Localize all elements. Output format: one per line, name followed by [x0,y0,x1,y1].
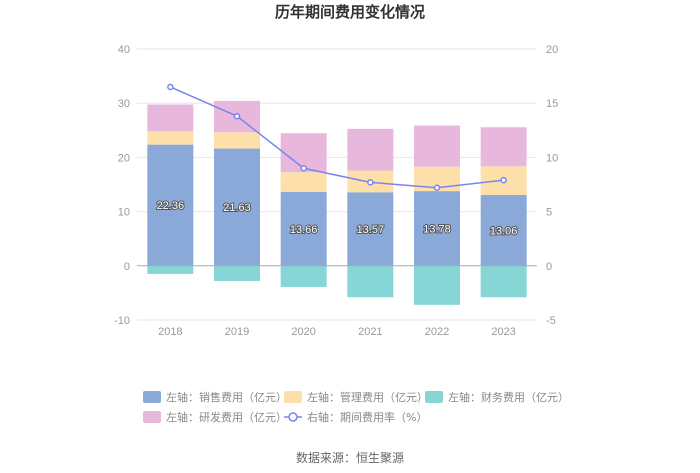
rate-point [167,83,174,91]
rate-line-path [170,86,504,189]
left-tick-label: 10 [118,207,130,219]
data-labels: 22.36 21.63 13.66 13.57 13.78 13.06 [156,199,519,238]
bar-sales [480,195,527,266]
rate-point [300,164,307,172]
bar-sales [414,191,460,266]
data-label-sales: 13.57 [357,224,385,236]
bar-sales [347,192,394,266]
legend-swatch-sales [143,391,161,403]
legend-swatch-rnd [143,411,161,423]
x-tick-label: 2021 [358,326,382,338]
bar-admin [280,172,327,192]
right-axis: 20 15 10 5 0 -5 [546,44,558,327]
left-axis: 40 30 20 10 0 -10 [114,44,130,327]
bar-rnd [414,125,460,167]
left-tick-label: -10 [114,315,130,327]
legend-marker [288,412,298,422]
right-tick-label: 10 [546,152,558,164]
bar-finance [214,265,260,281]
left-tick-label: 40 [118,44,130,56]
left-tick-label: 30 [118,98,130,110]
bar-admin [214,132,260,149]
bar-rnd [480,127,527,167]
rate-point [500,176,507,184]
x-tick-label: 2022 [425,326,449,338]
left-tick-label: 20 [118,152,130,164]
bars [147,100,527,305]
bar-sales [280,191,327,266]
x-axis: 2018 2019 2020 2021 2022 2023 [158,326,516,338]
legend-label-admin: 左轴：管理费用（亿元） [307,390,428,404]
bar-finance [347,265,394,298]
bar-admin [147,131,194,145]
bar-finance [480,265,527,298]
chart-title: 历年期间费用变化情况 [275,3,425,21]
bar-sales [214,148,260,266]
rate-line [167,83,507,192]
left-tick-label: 0 [124,261,130,273]
data-label-sales: 13.78 [423,223,451,235]
grid [137,48,537,321]
x-tick-label: 2023 [491,326,515,338]
rate-point [367,179,374,186]
bar-rnd [347,128,394,171]
x-tick-label: 2019 [225,326,249,338]
rate-point [433,184,441,192]
legend-label-finance: 左轴：财务费用（亿元） [448,390,569,404]
legend-label-sales: 左轴：销售费用（亿元） [166,390,287,404]
x-tick-label: 2020 [291,326,315,338]
data-label-sales: 13.06 [490,225,518,237]
bar-finance [414,265,460,305]
right-tick-label: 20 [546,44,558,56]
legend-label-rate: 右轴：期间费用率（%） [307,410,427,424]
legend-swatch-admin [284,391,302,403]
legend-label-rnd: 左轴：研发费用（亿元） [166,410,287,424]
source-note: 数据来源：恒生聚源 [296,450,404,465]
right-tick-label: 0 [546,261,552,273]
bar-sales [147,144,194,266]
legend-swatch-finance [425,391,443,403]
data-label-sales: 21.63 [223,202,251,214]
bar-finance [147,265,194,274]
legend: 左轴：销售费用（亿元） 左轴：管理费用（亿元） 左轴：财务费用（亿元） 左轴：研发费用… [143,390,569,424]
right-tick-label: -5 [546,315,556,327]
bar-rnd [147,104,194,132]
data-label-sales: 13.66 [290,224,318,236]
x-tick-label: 2018 [158,326,182,338]
right-tick-label: 15 [546,98,558,110]
bar-finance [280,265,327,287]
rate-point [233,112,241,120]
data-label-sales: 22.36 [157,200,185,212]
right-tick-label: 5 [546,207,552,219]
